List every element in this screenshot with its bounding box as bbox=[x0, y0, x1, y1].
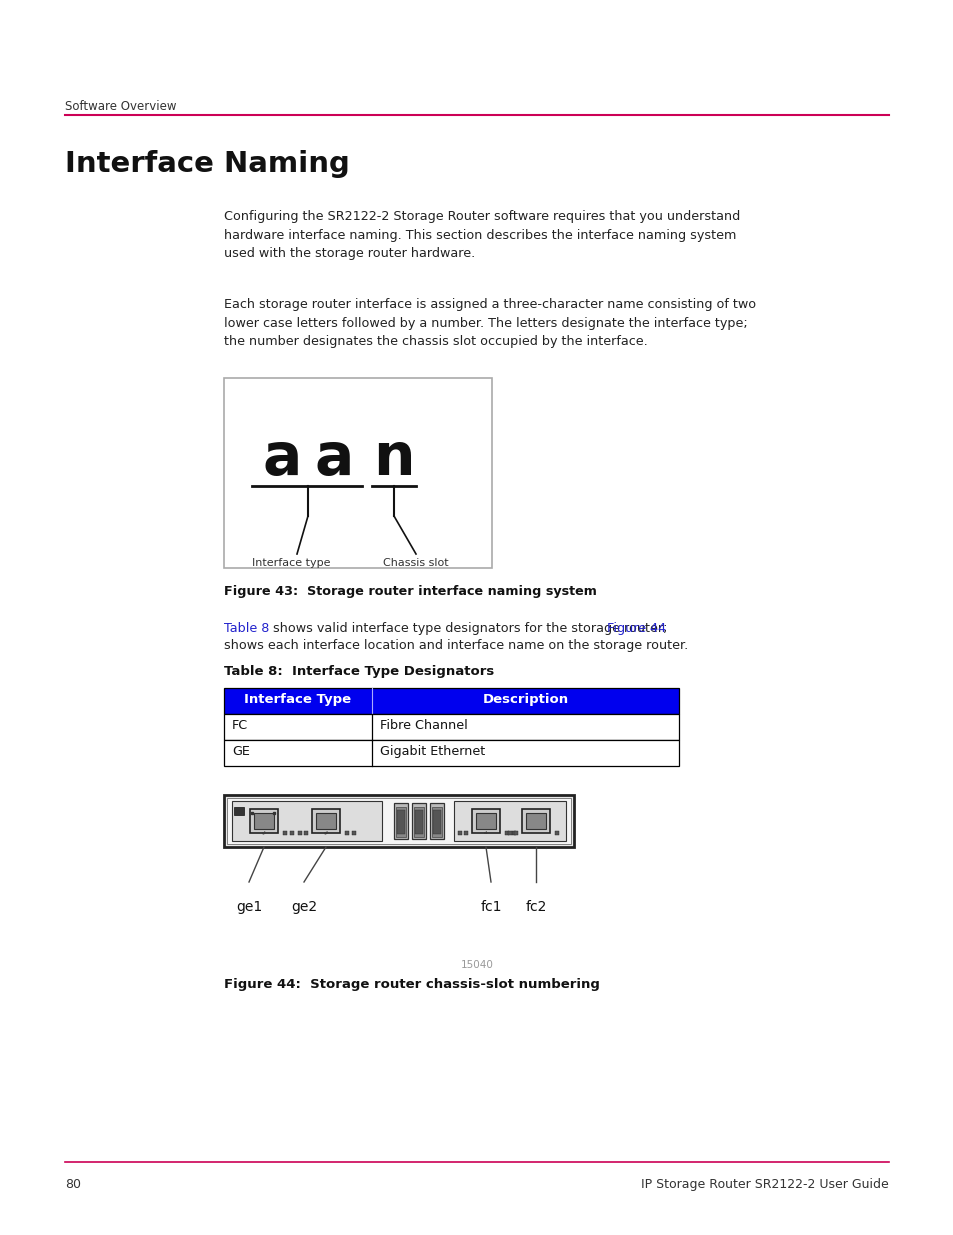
Bar bbox=[412, 803, 426, 839]
Text: fc1: fc1 bbox=[479, 900, 501, 914]
Bar bbox=[290, 831, 294, 835]
Text: Figure 44:  Storage router chassis-slot numbering: Figure 44: Storage router chassis-slot n… bbox=[224, 978, 599, 990]
Text: FC: FC bbox=[232, 719, 248, 732]
Text: g2: g2 bbox=[323, 831, 328, 835]
Text: Interface Naming: Interface Naming bbox=[65, 149, 350, 178]
Text: Figure 43:  Storage router interface naming system: Figure 43: Storage router interface nami… bbox=[224, 585, 597, 598]
Bar bbox=[415, 810, 422, 834]
Bar bbox=[227, 798, 571, 844]
Text: Each storage router interface is assigned a three-character name consisting of t: Each storage router interface is assigne… bbox=[224, 298, 756, 348]
Bar bbox=[504, 831, 509, 835]
Bar bbox=[433, 810, 440, 834]
Text: Software Overview: Software Overview bbox=[65, 100, 176, 112]
Text: Description: Description bbox=[482, 693, 568, 706]
Bar bbox=[394, 803, 408, 839]
Text: a: a bbox=[262, 430, 301, 487]
Text: Interface Type: Interface Type bbox=[244, 693, 352, 706]
Bar bbox=[253, 813, 274, 829]
Text: Table 8:  Interface Type Designators: Table 8: Interface Type Designators bbox=[224, 664, 494, 678]
Bar bbox=[396, 810, 405, 834]
Text: Configuring the SR2122-2 Storage Router software requires that you understand
ha: Configuring the SR2122-2 Storage Router … bbox=[224, 210, 740, 261]
Bar bbox=[457, 831, 461, 835]
Bar bbox=[430, 803, 443, 839]
Text: n: n bbox=[373, 430, 415, 487]
Bar bbox=[432, 806, 441, 837]
Bar bbox=[224, 378, 492, 568]
Bar bbox=[414, 806, 423, 837]
Text: Interface type: Interface type bbox=[252, 558, 330, 568]
Bar bbox=[224, 688, 679, 714]
Bar bbox=[555, 831, 558, 835]
Bar bbox=[525, 813, 545, 829]
Text: Table 8: Table 8 bbox=[224, 622, 269, 635]
Bar bbox=[463, 831, 468, 835]
Bar bbox=[352, 831, 355, 835]
Text: 15040: 15040 bbox=[460, 960, 493, 969]
Text: shows valid interface type designators for the storage router;: shows valid interface type designators f… bbox=[269, 622, 671, 635]
Text: Chassis slot: Chassis slot bbox=[383, 558, 448, 568]
Text: 80: 80 bbox=[65, 1178, 81, 1191]
Bar bbox=[224, 714, 679, 740]
Bar bbox=[507, 831, 512, 835]
Bar bbox=[224, 795, 574, 847]
Text: fc2: fc2 bbox=[525, 900, 546, 914]
Text: c1: c1 bbox=[483, 831, 488, 835]
Text: ge2: ge2 bbox=[291, 900, 316, 914]
Text: Figure 44: Figure 44 bbox=[606, 622, 665, 635]
Bar bbox=[345, 831, 349, 835]
Bar bbox=[232, 802, 381, 841]
Bar bbox=[512, 831, 516, 835]
Text: Gigabit Ethernet: Gigabit Ethernet bbox=[379, 745, 485, 758]
Bar bbox=[283, 831, 287, 835]
Text: ge1: ge1 bbox=[235, 900, 262, 914]
Bar bbox=[297, 831, 302, 835]
Text: GE: GE bbox=[232, 745, 250, 758]
Bar bbox=[312, 809, 339, 832]
Bar bbox=[233, 806, 244, 815]
Bar bbox=[224, 740, 679, 766]
Text: shows each interface location and interface name on the storage router.: shows each interface location and interf… bbox=[224, 638, 687, 652]
Bar bbox=[315, 813, 335, 829]
Bar bbox=[514, 831, 517, 835]
Text: IP Storage Router SR2122-2 User Guide: IP Storage Router SR2122-2 User Guide bbox=[640, 1178, 888, 1191]
Bar bbox=[395, 806, 406, 837]
Bar bbox=[304, 831, 308, 835]
Bar bbox=[521, 809, 550, 832]
Bar bbox=[454, 802, 565, 841]
Bar bbox=[250, 809, 277, 832]
Bar bbox=[472, 809, 499, 832]
Text: g1: g1 bbox=[261, 831, 266, 835]
Text: a: a bbox=[314, 430, 354, 487]
Text: Fibre Channel: Fibre Channel bbox=[379, 719, 467, 732]
Bar bbox=[476, 813, 496, 829]
